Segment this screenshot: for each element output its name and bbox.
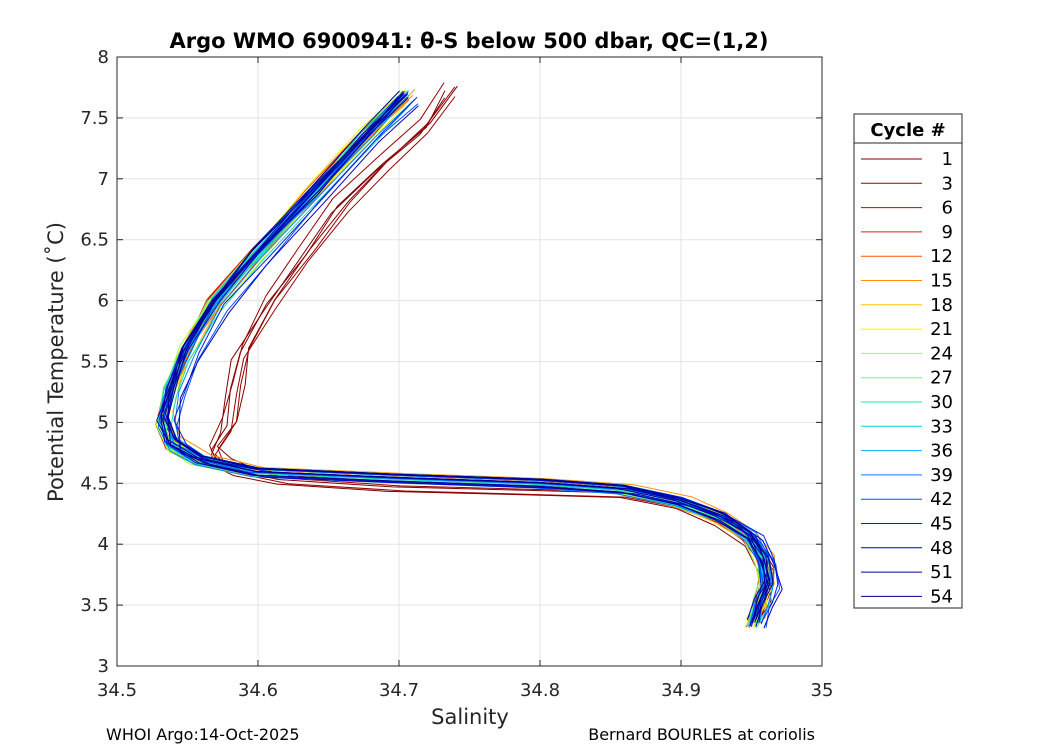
series-line-cycle-24	[164, 90, 761, 620]
legend-entry-label: 42	[930, 489, 953, 510]
legend-title: Cycle #	[870, 120, 945, 141]
y-tick-label: 5.5	[80, 352, 109, 373]
series-line-cycle-3	[217, 86, 775, 618]
legend-entry-label: 36	[930, 441, 953, 462]
legend-entry-label: 54	[930, 586, 953, 607]
y-tick-label: 3	[98, 656, 109, 677]
legend-entry-label: 51	[930, 562, 953, 583]
y-tick-label: 5	[98, 412, 109, 433]
series-line-cycle-45	[163, 91, 769, 620]
series-line-cycle-3	[209, 82, 763, 614]
series-line-cycle-6	[163, 100, 768, 628]
grid	[117, 57, 822, 666]
footer-right: Bernard BOURLES at coriolis	[588, 725, 815, 744]
legend-entry-label: 48	[930, 538, 953, 559]
x-tick-label: 34.6	[238, 680, 278, 701]
series-line-cycle-18	[157, 96, 767, 621]
series-line-cycle-9	[157, 92, 767, 623]
series-line-cycle-12	[165, 96, 770, 621]
legend-entry-label: 24	[930, 343, 953, 364]
y-tick-label: 8	[98, 47, 109, 68]
series-line-cycle-54	[167, 93, 774, 623]
legend-entry-label: 33	[930, 416, 953, 437]
series-line-cycle-33	[162, 95, 766, 621]
y-axis-label: Potential Temperature (˚C)	[44, 222, 68, 502]
y-tick-label: 7.5	[80, 108, 109, 129]
x-tick-label: 35	[811, 680, 834, 701]
series-line-cycle-21	[162, 89, 765, 620]
chart-title: Argo WMO 6900941: θ-S below 500 dbar, QC…	[170, 29, 769, 53]
legend-entry-label: 12	[930, 246, 953, 267]
legend-entry-label: 9	[942, 222, 953, 243]
series-line-cycle-12	[157, 92, 764, 623]
legend-entry-label: 21	[930, 319, 953, 340]
series-line-cycle-42	[176, 103, 781, 628]
legend-entry-label: 30	[930, 392, 953, 413]
footer-left: WHOI Argo:14-Oct-2025	[106, 725, 300, 744]
legend-entry-label: 18	[930, 295, 953, 316]
series-line-cycle-54	[164, 90, 769, 620]
series-line-cycle-1	[216, 85, 775, 615]
series-line-cycle-54	[156, 97, 766, 627]
series-group	[155, 82, 783, 629]
legend-entry-label: 6	[942, 198, 953, 219]
series-line-cycle-48	[160, 94, 765, 621]
series-line-cycle-30	[159, 101, 766, 625]
y-tick-label: 4	[98, 534, 109, 555]
series-line-cycle-1	[210, 90, 766, 619]
series-line-cycle-51	[160, 92, 769, 623]
series-line-cycle-36	[163, 94, 768, 623]
x-tick-label: 34.7	[379, 680, 419, 701]
x-tick-label: 34.8	[520, 680, 560, 701]
series-line-cycle-3	[214, 96, 772, 623]
y-tick-label: 6	[98, 291, 109, 312]
series-line-cycle-36	[165, 90, 766, 620]
series-line-cycle-39	[157, 103, 762, 628]
series-line-cycle-27	[158, 94, 760, 621]
axis-ticks: 34.5 34.6 34.7 34.8 34.9 35 3 3.5 4 4.5 5 5.5 6 6.5 7 7…	[80, 47, 833, 701]
legend-entry-label: 27	[930, 368, 953, 389]
series-line-cycle-42	[167, 93, 774, 620]
series-line-cycle-24	[161, 100, 763, 625]
y-tick-label: 7	[98, 169, 109, 190]
series-line-cycle-18	[163, 100, 768, 625]
y-tick-label: 6.5	[80, 230, 109, 251]
series-line-cycle-21	[165, 104, 772, 629]
x-tick-label: 34.5	[97, 680, 137, 701]
y-tick-label: 4.5	[80, 473, 109, 494]
series-line-cycle-15	[159, 100, 768, 628]
legend: Cycle # 13691215182124273033363942454851…	[853, 113, 963, 609]
series-line-cycle-48	[178, 105, 783, 629]
series-line-cycle-6	[165, 90, 766, 620]
series-line-cycle-6	[162, 97, 767, 624]
series-line-cycle-18	[158, 101, 761, 628]
legend-entry-label: 3	[942, 173, 953, 194]
series-line-cycle-39	[165, 96, 771, 621]
x-axis-label: Salinity	[431, 705, 509, 729]
legend-entry-label: 39	[930, 465, 953, 486]
legend-entry-label: 15	[930, 271, 953, 292]
series-line-cycle-9	[162, 98, 767, 622]
legend-entry-label: 1	[942, 149, 953, 170]
x-tick-label: 34.9	[661, 680, 701, 701]
y-tick-label: 3.5	[80, 595, 109, 616]
series-line-cycle-51	[161, 90, 771, 620]
legend-box	[853, 113, 963, 609]
series-line-cycle-30	[170, 104, 773, 629]
series-line-cycle-15	[172, 88, 775, 619]
legend-entry-label: 45	[930, 514, 953, 535]
